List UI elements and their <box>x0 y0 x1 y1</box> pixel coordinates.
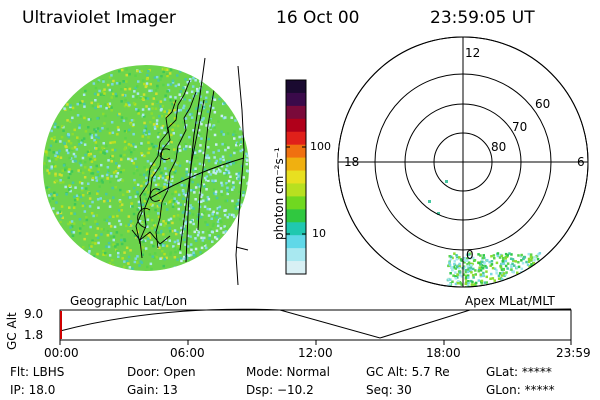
mlat-label-70: 70 <box>512 120 528 134</box>
status-glon: GLon: ***** <box>486 383 555 397</box>
status-glat: GLat: ***** <box>486 365 552 379</box>
altitude-ytick-1-8: 1.8 <box>24 328 44 342</box>
polar-plot <box>337 36 589 288</box>
apex-caption: Apex MLat/MLT <box>465 294 555 308</box>
mlt-label-12: 12 <box>465 46 481 60</box>
instrument-title: Ultraviolet Imager <box>22 8 176 28</box>
status-door: Door: Open <box>127 365 196 379</box>
altitude-xtick-1800: 18:00 <box>426 346 461 360</box>
colorbar-tick-100: 100 <box>310 140 331 153</box>
altitude-xtick-2359: 23:59 <box>556 346 591 360</box>
altitude-xtick-0000: 00:00 <box>44 346 79 360</box>
colorbar-unit-label: photon cm⁻²s⁻¹ <box>272 147 286 240</box>
mlt-label-18: 18 <box>344 155 360 169</box>
geographic-image <box>43 57 249 286</box>
mlt-label-0: 0 <box>466 248 474 262</box>
colorbar-tick-10: 10 <box>312 227 326 240</box>
altitude-ytick-9: 9.0 <box>24 307 44 321</box>
date-label: 16 Oct 00 <box>276 8 360 28</box>
time-label: 23:59:05 UT <box>430 8 535 28</box>
geographic-caption: Geographic Lat/Lon <box>70 294 188 308</box>
colorbar <box>285 79 307 275</box>
status-mode: Mode: Normal <box>246 365 330 379</box>
status-gain: Gain: 13 <box>127 383 178 397</box>
mlat-label-60: 60 <box>535 97 551 111</box>
status-filter: Flt: LBHS <box>10 365 65 379</box>
mlat-label-80: 80 <box>491 140 507 154</box>
status-seq: Seq: 30 <box>366 383 412 397</box>
altitude-xtick-1200: 12:00 <box>298 346 333 360</box>
status-dsp: Dsp: −10.2 <box>246 383 314 397</box>
altitude-plot <box>59 308 572 345</box>
status-gc-alt: GC Alt: 5.7 Re <box>366 365 450 379</box>
coastline-map <box>131 79 215 259</box>
mlt-label-6: 6 <box>577 155 585 169</box>
altitude-ylabel: GC Alt <box>5 312 19 350</box>
altitude-xtick-0600: 06:00 <box>170 346 205 360</box>
status-ip: IP: 18.0 <box>10 383 56 397</box>
